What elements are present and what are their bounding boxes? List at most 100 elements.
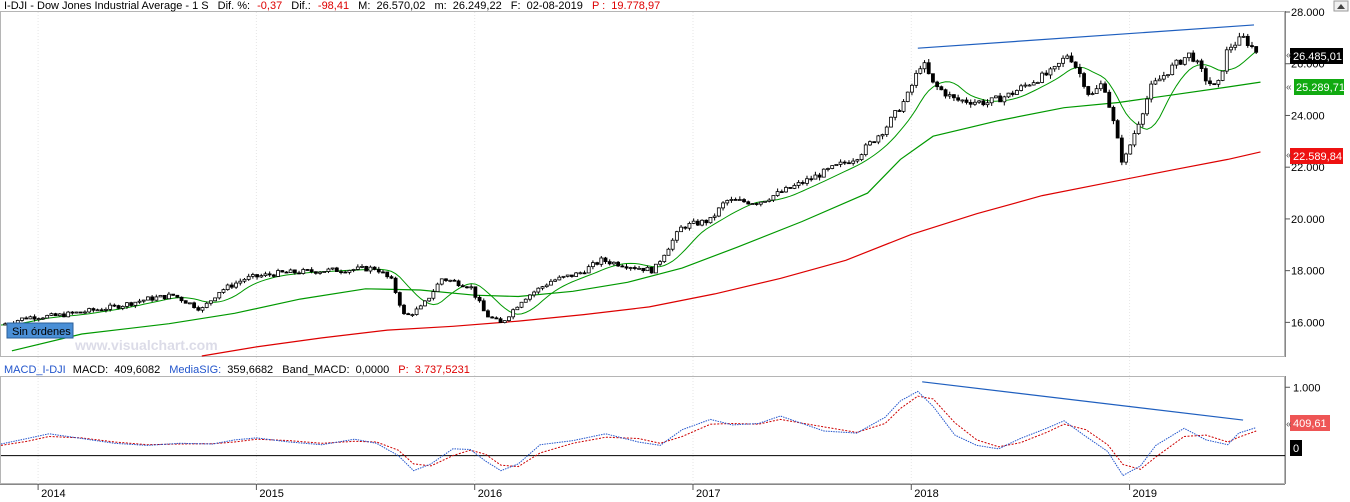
candle-up[interactable] [737,199,742,201]
candle-up[interactable] [1153,80,1158,85]
candle-down[interactable] [62,313,66,318]
candle-down[interactable] [847,162,851,165]
candle-up[interactable] [532,291,537,296]
candle-down[interactable] [271,274,276,277]
candle-down[interactable] [460,285,465,288]
candle-up[interactable] [884,126,889,135]
candle-down[interactable] [1212,83,1217,86]
candle-down[interactable] [603,257,608,263]
candle-down[interactable] [91,308,96,311]
candle-down[interactable] [1208,80,1212,85]
candle-down[interactable] [809,178,814,181]
candle-down[interactable] [595,262,600,265]
candle-up[interactable] [154,296,159,301]
candle-down[interactable] [1111,106,1116,122]
candle-up[interactable] [1040,72,1044,83]
candle-down[interactable] [267,273,272,276]
candle-up[interactable] [3,323,8,326]
candle-up[interactable] [910,84,914,93]
candle-down[interactable] [620,265,625,268]
candle-up[interactable] [1031,82,1036,86]
candle-down[interactable] [444,278,448,281]
candle-down[interactable] [465,286,469,289]
candle-up[interactable] [141,299,146,302]
candle-down[interactable] [817,174,822,178]
candle-down[interactable] [1254,46,1259,53]
candle-up[interactable] [368,266,373,272]
candle-down[interactable] [742,199,746,203]
candle-down[interactable] [632,267,637,269]
candle-down[interactable] [112,304,117,307]
candle-down[interactable] [1115,120,1120,139]
candle-down[interactable] [99,309,104,312]
candle-up[interactable] [225,284,230,290]
candle-down[interactable] [704,219,709,224]
candle-up[interactable] [1002,96,1007,103]
candle-down[interactable] [1203,68,1208,82]
candle-down[interactable] [1086,86,1091,95]
candle-down[interactable] [183,300,188,304]
candle-down[interactable] [570,274,574,277]
candle-up[interactable] [830,165,835,169]
candle-up[interactable] [922,62,927,70]
candle-up[interactable] [553,279,558,282]
candle-down[interactable] [964,99,969,103]
candle-up[interactable] [133,301,138,306]
candle-down[interactable] [931,73,935,83]
candle-up[interactable] [1006,92,1011,98]
candle-down[interactable] [746,201,751,205]
candle-up[interactable] [204,302,209,308]
candle-up[interactable] [104,308,108,311]
candle-up[interactable] [439,278,444,285]
candle-up[interactable] [712,215,717,218]
candle-up[interactable] [1052,65,1057,70]
candle-down[interactable] [1250,45,1254,47]
candle-up[interactable] [708,217,713,224]
candle-up[interactable] [418,305,423,310]
candle-down[interactable] [1044,72,1049,76]
candle-up[interactable] [414,308,419,315]
candle-up[interactable] [851,160,856,164]
candle-down[interactable] [452,279,457,282]
candle-up[interactable] [796,182,801,186]
candle-down[interactable] [481,300,486,312]
candle-up[interactable] [838,161,843,165]
candle-up[interactable] [750,203,755,205]
candle-down[interactable] [129,302,134,306]
candle-up[interactable] [120,305,125,309]
orders-badge[interactable]: Sin órdenes [6,322,74,339]
candle-up[interactable] [1090,93,1095,95]
candle-up[interactable] [1098,83,1103,90]
candle-down[interactable] [788,187,793,189]
candle-down[interactable] [935,81,940,88]
candle-up[interactable] [49,313,54,316]
candle-up[interactable] [771,195,776,201]
candle-up[interactable] [557,276,562,281]
candle-down[interactable] [1077,67,1082,74]
candle-up[interactable] [213,297,217,302]
candle-down[interactable] [255,274,259,278]
candle-down[interactable] [305,269,310,271]
candle-up[interactable] [45,315,50,319]
candle-up[interactable] [423,300,427,307]
candle-down[interactable] [376,269,381,273]
candle-up[interactable] [57,313,62,317]
candle-down[interactable] [196,307,201,311]
candle-up[interactable] [515,306,520,311]
candle-down[interactable] [1107,91,1112,108]
candle-down[interactable] [897,110,902,112]
candle-up[interactable] [1023,84,1028,87]
candle-down[interactable] [456,280,461,287]
candle-up[interactable] [1241,35,1246,38]
candle-up[interactable] [1145,98,1149,115]
candle-up[interactable] [242,278,247,282]
candle-up[interactable] [880,134,885,137]
candle-down[interactable] [381,271,385,274]
candle-down[interactable] [389,276,394,279]
candle-up[interactable] [549,280,553,286]
candle-up[interactable] [826,168,830,170]
candle-down[interactable] [385,271,390,278]
candle-up[interactable] [700,219,704,226]
candle-up[interactable] [95,309,100,312]
candle-up[interactable] [1027,84,1032,87]
